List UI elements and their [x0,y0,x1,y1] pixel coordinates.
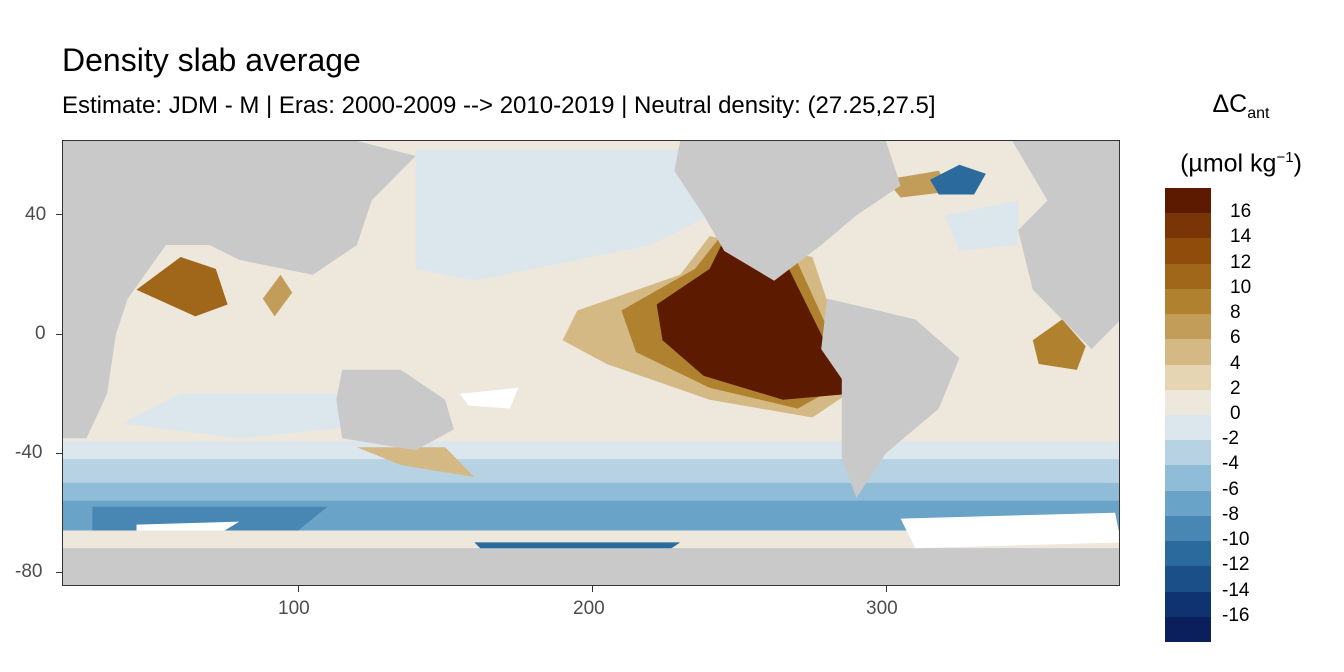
chart-title: Density slab average [62,42,361,78]
y-tick-mark [56,334,62,335]
colorbar-swatch [1165,263,1211,289]
colorbar-label: -14 [1222,579,1250,601]
colorbar-swatch [1165,490,1211,516]
land-south-america [821,298,960,498]
y-tick-label: 0 [35,323,46,344]
x-tick-label: 300 [866,598,898,619]
y-tick-label: -40 [15,442,43,463]
south-australia-patch [356,447,475,477]
colorbar-swatch [1165,188,1211,214]
chart-subtitle: Estimate: JDM - M | Eras: 2000-2009 --> … [62,92,936,119]
x-tick-label: 200 [573,598,605,619]
colorbar-label: 14 [1230,226,1252,248]
colorbar-swatch [1165,414,1211,441]
colorbar-swatch [1165,314,1211,340]
colorbar-swatch [1165,591,1211,617]
no-data-weddell [900,512,1119,549]
colorbar-label: 8 [1230,302,1241,324]
y-tick-mark [56,572,62,573]
colorbar-swatch [1165,440,1211,466]
colorbar-label: 6 [1230,327,1241,349]
colorbar-label: -10 [1222,529,1250,551]
land-north-america [674,141,901,281]
y-tick-label: -80 [15,561,43,582]
colorbar [1165,188,1211,642]
colorbar-label: 10 [1230,276,1252,298]
colorbar-label: -2 [1222,428,1239,450]
land-australia [336,369,454,451]
no-data-indian-sector [136,521,240,531]
colorbar-swatch [1165,339,1211,365]
colorbar-label: -16 [1222,604,1250,626]
x-tick-label: 100 [278,598,310,619]
no-data-coral-sea [459,387,519,409]
indian-ocean-patch [121,393,387,439]
colorbar-swatch [1165,389,1211,415]
colorbar-label: 4 [1230,352,1241,374]
bay-of-bengal-patch [262,274,293,317]
colorbar-label: 16 [1230,201,1252,223]
colorbar-swatch [1165,566,1211,592]
labrador-sea-minimum [930,164,986,195]
colorbar-swatch [1165,541,1211,567]
x-tick-mark [298,586,299,592]
colorbar-swatch [1165,238,1211,264]
y-tick-mark [56,214,62,215]
y-tick-mark [56,453,62,454]
colorbar-label: 0 [1230,403,1241,424]
x-tick-mark [592,586,593,592]
colorbar-label: -12 [1222,554,1250,576]
y-tick-label: 40 [25,204,47,225]
colorbar-swatch [1165,364,1211,390]
colorbar-swatch [1165,288,1211,315]
land-africa-eurasia [63,141,416,439]
arabian-sea-patch [136,257,228,317]
land-europe-africa-east [1012,141,1119,350]
north-atlantic-warm [885,170,951,198]
colorbar-label: 12 [1230,251,1252,273]
colorbar-label: 2 [1230,377,1241,399]
colorbar-label: -8 [1222,503,1239,525]
colorbar-label: -4 [1222,453,1239,475]
heatmap-canvas [63,141,1119,585]
x-tick-mark [886,586,887,592]
land-antarctica [63,548,1119,585]
colorbar-label: -6 [1222,478,1239,500]
colorbar-swatch [1165,616,1211,642]
colorbar-swatch [1165,465,1211,491]
southern-band-4 [63,500,1119,531]
colorbar-swatch [1165,515,1211,542]
pacific-maximum [656,239,851,400]
east-atlantic-patch [1032,319,1086,370]
north-pacific-region [415,149,710,281]
colorbar-swatch [1165,213,1211,239]
north-atlantic-patch [944,200,1019,251]
legend-title: ΔCant (µmol kg−1) [1180,90,1302,178]
map-panel [62,140,1120,586]
